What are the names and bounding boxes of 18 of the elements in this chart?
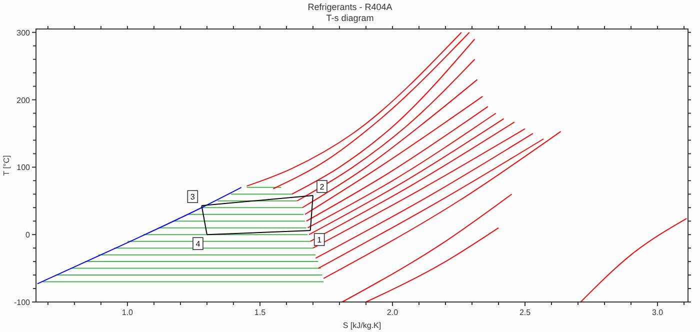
x-tick-label: 1.0 <box>122 308 134 317</box>
y-tick-label: 300 <box>16 28 31 38</box>
annotation: 4 <box>196 240 201 249</box>
y-tick-label: 200 <box>16 96 31 105</box>
x-tick-label: 2.5 <box>519 308 532 317</box>
annotation: 3 <box>190 192 196 202</box>
chart-title: Refrigerants - R404A <box>308 2 392 12</box>
x-tick-label: 1.5 <box>254 308 266 317</box>
x-tick-label: 3.0 <box>652 308 664 317</box>
y-axis-title: T [°C] <box>2 155 11 176</box>
annotation: 1 <box>317 236 322 245</box>
y-tick-label: 0 <box>26 230 31 240</box>
y-tick-label: 100 <box>16 163 31 172</box>
annotation: 2 <box>320 182 325 192</box>
y-tick-label: -100 <box>14 298 31 307</box>
x-tick-label: 2.0 <box>386 308 399 317</box>
x-axis-title: S [kJ/kg.K] <box>342 321 382 330</box>
chart-subtitle: T-s diagram <box>326 13 374 23</box>
